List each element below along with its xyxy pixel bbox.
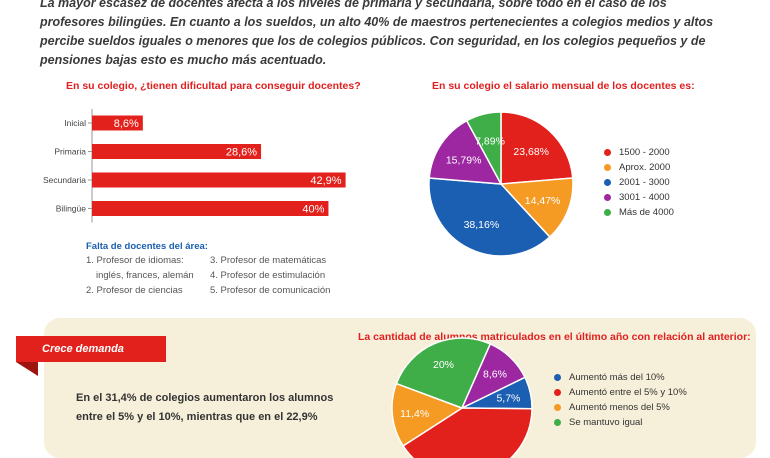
legend-item: 3001 - 4000 xyxy=(604,190,674,205)
bar-value-label: 40% xyxy=(302,204,324,216)
demand-ribbon: Crece demanda xyxy=(16,336,166,362)
legend-swatch xyxy=(604,164,611,171)
salary-pie-chart: 23,68% 14,47% 38,16% 15,79% 7,89% xyxy=(428,111,574,257)
legend-swatch xyxy=(554,374,561,381)
pie-slice xyxy=(465,111,502,185)
pie-slice xyxy=(460,342,526,410)
bar-value-label: 28,6% xyxy=(226,147,257,159)
salary-pie-legend: 1500 - 2000 Aprox. 2000 2001 - 3000 3001 - … xyxy=(604,145,674,220)
pie-value-label: 8,6% xyxy=(483,369,507,381)
bar-category-label: Primaria xyxy=(54,147,86,157)
bar-category-label: Inicial xyxy=(64,118,86,128)
ribbon-fold xyxy=(16,362,38,376)
legend-swatch xyxy=(604,209,611,216)
legend-item: Aumentó más del 10% xyxy=(554,370,687,385)
bar xyxy=(92,172,346,188)
pie-value-label: 38,16% xyxy=(464,219,500,231)
bar-category-label: Bilingüe xyxy=(56,204,87,214)
legend-item: 2001 - 3000 xyxy=(604,175,674,190)
legend-item: 1500 - 2000 xyxy=(604,145,674,160)
pie-value-label: 23,68% xyxy=(513,146,549,158)
legend-label: Aumentó entre el 5% y 10% xyxy=(569,387,687,398)
demand-text: En el 31,4% de colegios aumentaron los a… xyxy=(76,392,334,423)
legend-item: Se mantuvo igual xyxy=(554,415,687,430)
legend-label: Más de 4000 xyxy=(619,207,674,218)
legend-swatch xyxy=(554,389,561,396)
legend-item: Aumentó menos del 5% xyxy=(554,400,687,415)
legend-item: Más de 4000 xyxy=(604,205,674,220)
bar-value-label: 8,6% xyxy=(114,118,139,130)
intro-paragraph: La mayor escasez de docentes afecta a lo… xyxy=(40,0,714,67)
pie-value-label: 11,4% xyxy=(400,408,429,420)
legend-swatch xyxy=(604,194,611,201)
bar xyxy=(92,144,262,159)
pie-value-label: 15,79% xyxy=(446,155,482,167)
bar xyxy=(92,201,329,216)
bar-chart-title: En su colegio, ¿tienen dificultad para c… xyxy=(66,80,361,92)
legend-label: Aumentó más del 10% xyxy=(569,372,665,383)
bar-value-label: 42,9% xyxy=(310,175,341,187)
pie-slice xyxy=(428,177,551,257)
legend-label: Aumentó menos del 5% xyxy=(569,402,670,413)
pie-value-label: 14,47% xyxy=(525,195,561,207)
pie-slice xyxy=(428,119,503,185)
legend-swatch xyxy=(604,179,611,186)
shortage-item: 4. Profesor de estimulación xyxy=(210,270,326,281)
shortage-list: Falta de docentes del área: 1. Profesor … xyxy=(86,241,360,296)
shortage-item: 5. Profesor de comunicación xyxy=(210,285,331,296)
enrollment-pie-legend: Aumentó más del 10% Aumentó entre el 5% y… xyxy=(554,370,687,430)
pie-value-label: 7,89% xyxy=(475,136,505,148)
bar xyxy=(92,115,143,131)
legend-swatch xyxy=(554,419,561,426)
shortage-title: Falta de docentes del área: xyxy=(86,241,208,252)
shortage-item: 1. Profesor de idiomas: xyxy=(86,255,184,266)
legend-swatch xyxy=(554,404,561,411)
legend-label: 3001 - 4000 xyxy=(619,192,670,203)
pie-value-label: 5,7% xyxy=(496,393,520,405)
pie-slice xyxy=(500,111,574,185)
bar-chart: Inicial 8,6% Primaria 28,6% Secundaria 42,9% B… xyxy=(43,109,346,223)
legend-label: Se mantuvo igual xyxy=(569,417,643,428)
legend-item: Aprox. 2000 xyxy=(604,160,674,175)
salary-pie-title: En su colegio el salario mensual de los … xyxy=(432,80,695,92)
legend-swatch xyxy=(604,149,611,156)
shortage-item: 2. Profesor de ciencias xyxy=(86,285,183,296)
pie-slice xyxy=(395,337,492,409)
legend-label: 1500 - 2000 xyxy=(619,147,670,158)
bar-category-label: Secundaria xyxy=(43,175,86,185)
shortage-item: inglés, frances, alemán xyxy=(96,270,194,281)
shortage-item: 3. Profesor de matemáticas xyxy=(210,255,327,266)
pie-slice xyxy=(499,177,574,239)
legend-label: 2001 - 3000 xyxy=(619,177,670,188)
pie-value-label: 20% xyxy=(433,359,454,371)
legend-label: Aprox. 2000 xyxy=(619,162,671,173)
legend-item: Aumentó entre el 5% y 10% xyxy=(554,385,687,400)
enrollment-pie-chart: 5,7% 11,4% 20% 8,6% xyxy=(391,337,533,458)
